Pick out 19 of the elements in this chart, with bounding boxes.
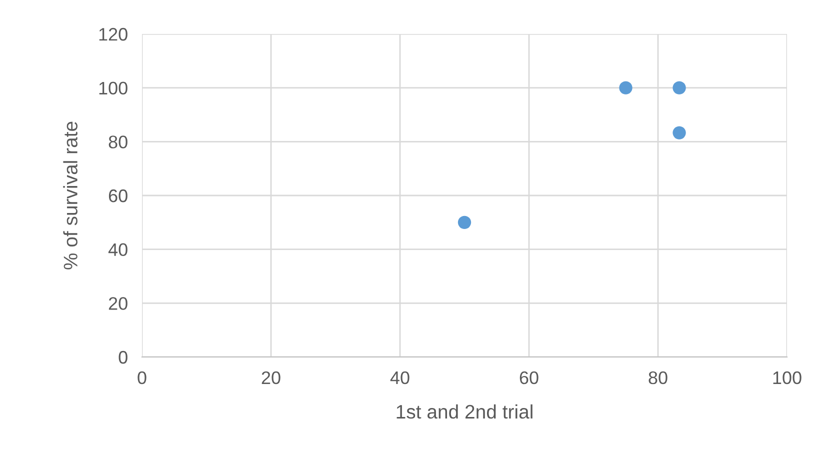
y-tick-label: 100 xyxy=(99,82,128,95)
y-tick-label: 20 xyxy=(108,297,128,310)
point xyxy=(458,216,472,230)
y-tick-label: 0 xyxy=(118,350,128,364)
x-tick-label: 80 xyxy=(648,371,668,384)
x-tick-label: 60 xyxy=(520,371,538,384)
x-tick-label: 40 xyxy=(390,371,410,384)
point xyxy=(619,81,632,94)
y-tick-label: 80 xyxy=(108,136,128,148)
x-tick-label: 20 xyxy=(262,371,280,384)
y-tick-label: 120 xyxy=(99,28,128,41)
point xyxy=(672,81,686,94)
y-tick-label: 60 xyxy=(108,189,128,202)
point xyxy=(672,126,686,140)
x-tick-label: 0 xyxy=(138,371,146,384)
y-axis-title: % of survival rate xyxy=(63,122,78,270)
y-tick-label: 40 xyxy=(108,243,128,256)
x-tick-label: 100 xyxy=(773,371,802,384)
x-axis-title: 1st and 2nd trial xyxy=(396,404,532,419)
